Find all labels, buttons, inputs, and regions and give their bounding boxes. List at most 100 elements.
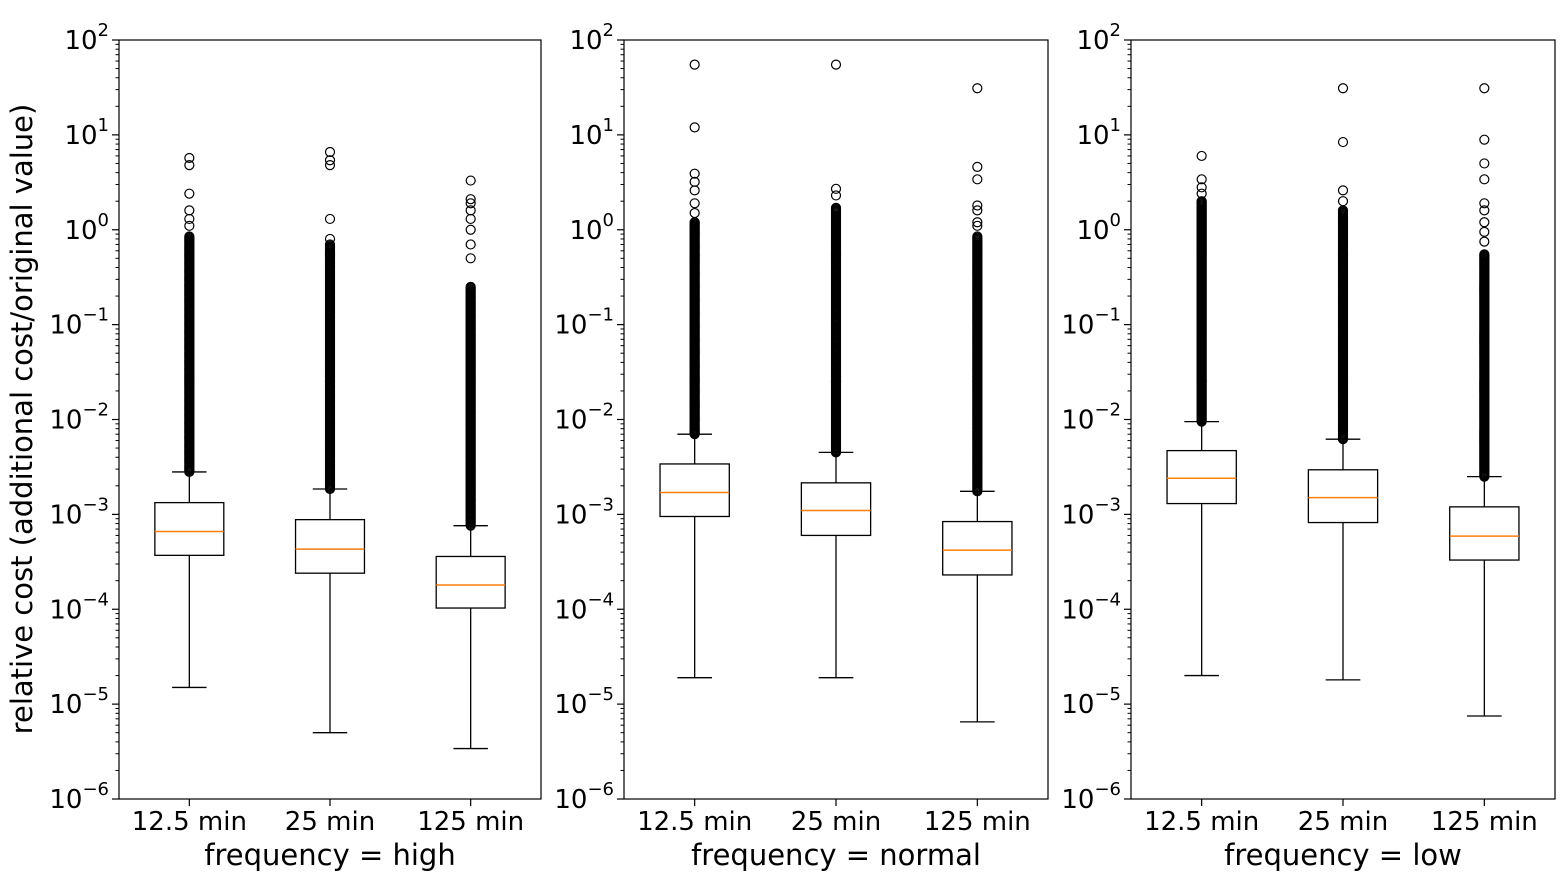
panel-1: 10−6 10−5 10−4 10−3 10−2 10−1 100 101 102 12.5 mi… bbox=[49, 20, 542, 872]
outlier-point bbox=[1337, 196, 1349, 207]
outlier-point bbox=[184, 152, 195, 164]
y-tick-label: 10−2 bbox=[554, 400, 614, 436]
iqr-box bbox=[154, 501, 225, 556]
outlier-point bbox=[1479, 205, 1490, 216]
x-axis-title: frequency = high bbox=[204, 838, 455, 872]
y-tick-label: 10−5 bbox=[554, 684, 614, 720]
x-axis-title: frequency = low bbox=[1224, 838, 1462, 872]
outlier-point bbox=[972, 205, 983, 216]
iqr-box bbox=[1449, 506, 1520, 561]
outlier-point bbox=[972, 220, 983, 231]
outlier-point bbox=[1337, 83, 1349, 94]
outlier-point bbox=[465, 213, 476, 225]
y-tick-label: 100 bbox=[64, 210, 109, 246]
outlier-point bbox=[184, 231, 195, 242]
x-tick-label: 25 min bbox=[791, 807, 881, 837]
panel-3: 10−6 10−5 10−4 10−3 10−2 10−1 100 101 102 12.5 mi… bbox=[1061, 20, 1556, 872]
y-tick-label: 10−6 bbox=[1061, 779, 1121, 815]
outlier-point bbox=[465, 281, 476, 292]
plot-frame bbox=[1130, 39, 1556, 800]
y-tick-label: 10−3 bbox=[49, 494, 109, 530]
outlier-point bbox=[324, 155, 336, 166]
outlier-point bbox=[1479, 249, 1490, 260]
outlier-point bbox=[324, 160, 336, 171]
outlier-point bbox=[465, 194, 476, 205]
outlier-point bbox=[1479, 198, 1490, 209]
box-2 bbox=[1307, 83, 1379, 681]
x-tick-label: 125 min bbox=[1431, 807, 1538, 837]
iqr-box bbox=[294, 518, 366, 574]
iqr-box bbox=[435, 555, 506, 609]
outlier-point bbox=[465, 175, 476, 186]
outlier-point bbox=[1479, 83, 1490, 94]
outlier-point bbox=[972, 200, 983, 211]
outlier-point bbox=[689, 122, 700, 133]
outlier-point bbox=[972, 83, 983, 94]
y-tick-label: 102 bbox=[569, 20, 614, 56]
outlier-point bbox=[465, 239, 476, 250]
y-tick-label: 10−2 bbox=[49, 400, 109, 436]
iqr-box bbox=[1307, 469, 1379, 524]
outlier-point bbox=[1337, 185, 1349, 196]
box-3 bbox=[1449, 83, 1520, 717]
y-tick-label: 101 bbox=[64, 115, 109, 151]
outlier-point bbox=[830, 190, 842, 201]
outlier-point bbox=[1196, 182, 1207, 193]
outlier-point bbox=[830, 59, 842, 70]
box-3 bbox=[435, 175, 506, 750]
outlier-point bbox=[465, 205, 476, 216]
outlier-point bbox=[1196, 174, 1207, 185]
y-tick-label: 101 bbox=[569, 115, 614, 151]
outlier-point bbox=[830, 202, 842, 213]
y-tick-label: 10−5 bbox=[49, 684, 109, 720]
plot-frame bbox=[118, 39, 542, 800]
outlier-point bbox=[1196, 188, 1207, 199]
y-tick-label: 102 bbox=[1076, 20, 1121, 56]
outlier-point bbox=[830, 183, 842, 194]
y-tick-label: 10−1 bbox=[1061, 305, 1121, 341]
outlier-point bbox=[689, 185, 700, 196]
outlier-point bbox=[1196, 196, 1207, 207]
outlier-point bbox=[972, 217, 983, 228]
outlier-point bbox=[184, 160, 195, 171]
outlier-point bbox=[689, 59, 700, 70]
y-tick-label: 10−4 bbox=[49, 589, 109, 625]
panel-2: 10−6 10−5 10−4 10−3 10−2 10−1 100 101 102 12.5 mi… bbox=[554, 20, 1049, 872]
y-tick-label: 10−4 bbox=[1061, 589, 1121, 625]
plot-frame bbox=[623, 39, 1049, 800]
box-1 bbox=[659, 59, 730, 679]
x-tick-label: 12.5 min bbox=[637, 807, 752, 837]
outlier-point bbox=[972, 174, 983, 185]
outlier-point bbox=[1337, 136, 1349, 148]
y-tick-label: 10−6 bbox=[554, 779, 614, 815]
box-2 bbox=[800, 59, 872, 679]
outlier-point bbox=[689, 198, 700, 209]
iqr-box bbox=[659, 463, 730, 518]
outlier-point bbox=[1479, 226, 1490, 237]
outlier-point bbox=[689, 176, 700, 187]
outlier-point bbox=[184, 188, 195, 199]
y-tick-label: 101 bbox=[1076, 115, 1121, 151]
y-tick-label: 10−6 bbox=[49, 779, 109, 815]
x-tick-label: 12.5 min bbox=[132, 807, 247, 837]
y-tick-label: 10−1 bbox=[49, 305, 109, 341]
outlier-point bbox=[689, 207, 700, 219]
x-tick-label: 25 min bbox=[285, 807, 375, 837]
outlier-point bbox=[324, 146, 336, 158]
outlier-point bbox=[689, 168, 700, 179]
y-tick-label: 10−2 bbox=[1061, 400, 1121, 436]
iqr-box bbox=[942, 520, 1013, 576]
outlier-point bbox=[324, 239, 336, 250]
x-axis-title: frequency = normal bbox=[691, 838, 981, 872]
iqr-box bbox=[800, 482, 872, 537]
y-tick-label: 100 bbox=[1076, 210, 1121, 246]
y-axis-title: relative cost (additional cost/original … bbox=[5, 104, 39, 735]
outlier-point bbox=[972, 161, 983, 172]
outlier-point bbox=[465, 253, 476, 264]
x-tick-label: 125 min bbox=[924, 807, 1031, 837]
outlier-point bbox=[1479, 217, 1490, 228]
y-tick-label: 10−4 bbox=[554, 589, 614, 625]
outlier-point bbox=[324, 233, 336, 245]
outlier-point bbox=[1196, 150, 1207, 162]
